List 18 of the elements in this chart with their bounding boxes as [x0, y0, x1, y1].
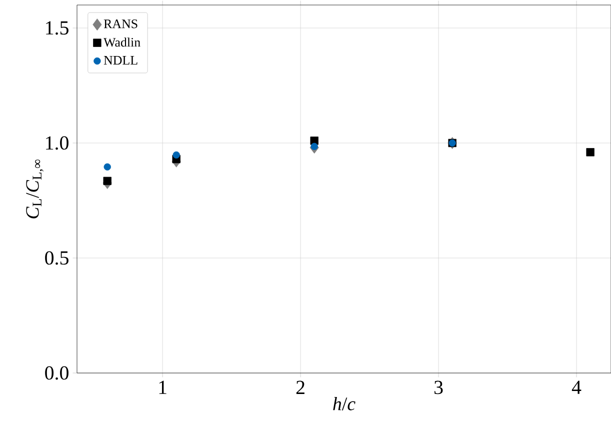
y-tick-label: 0.0: [45, 366, 68, 380]
y-tick-label: 1.0: [46, 136, 68, 150]
legend-label: Wadlin: [104, 38, 140, 47]
legend-label: NDLL: [104, 56, 138, 65]
x-tick-label: 3: [434, 380, 443, 394]
y-tick-label: 1.5: [46, 21, 68, 35]
x-tick-label: 1: [159, 380, 166, 394]
point: [310, 142, 318, 150]
y-tick-label: 0.5: [45, 251, 68, 265]
point: [104, 163, 111, 171]
x-axis-title: h/c: [333, 397, 356, 410]
x-tick-label: 4: [572, 380, 582, 394]
legend-label: RANS: [104, 20, 138, 28]
x-tick-label: 2: [296, 380, 304, 394]
point: [586, 148, 594, 156]
point: [172, 151, 180, 159]
y-axis-title: C$_{L}$/C$_{L,∞}$: [26, 160, 44, 218]
point: [103, 176, 112, 186]
